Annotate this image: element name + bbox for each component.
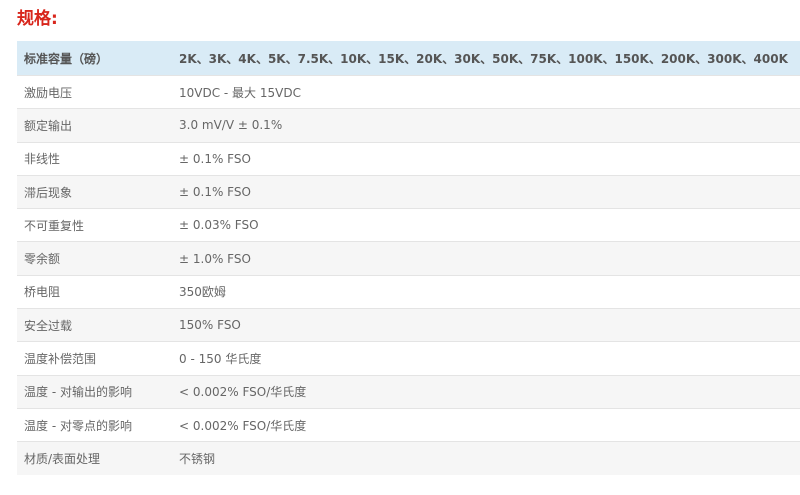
spec-row: 非线性 ± 0.1% FSO [17, 142, 800, 176]
spec-value: ± 0.03% FSO [172, 208, 800, 243]
spec-row: 材质/表面处理 不锈钢 [17, 441, 800, 476]
spec-label: 安全过载 [17, 308, 172, 343]
spec-value: 0 - 150 华氏度 [172, 341, 800, 376]
spec-value: ± 0.1% FSO [172, 142, 800, 176]
spec-label: 温度 - 对输出的影响 [17, 375, 172, 409]
spec-row: 零余额 ± 1.0% FSO [17, 241, 800, 276]
spec-label: 温度 - 对零点的影响 [17, 408, 172, 443]
spec-value: 150% FSO [172, 308, 800, 343]
spec-row: 温度 - 对零点的影响 < 0.002% FSO/华氏度 [17, 408, 800, 443]
spec-header-label: 标准容量（磅） [17, 41, 172, 76]
spec-row: 桥电阻 350欧姆 [17, 275, 800, 310]
spec-row: 激励电压 10VDC - 最大 15VDC [17, 75, 800, 110]
spec-value: 10VDC - 最大 15VDC [172, 75, 800, 110]
spec-title: 规格: [17, 9, 58, 29]
spec-label: 材质/表面处理 [17, 441, 172, 476]
spec-row: 安全过载 150% FSO [17, 308, 800, 343]
spec-value: 350欧姆 [172, 275, 800, 310]
spec-row: 滞后现象 ± 0.1% FSO [17, 175, 800, 210]
spec-row: 不可重复性 ± 0.03% FSO [17, 208, 800, 243]
spec-header-row: 标准容量（磅） 2K、3K、4K、5K、7.5K、10K、15K、20K、30K… [17, 41, 800, 76]
spec-label: 滞后现象 [17, 175, 172, 210]
spec-label: 零余额 [17, 241, 172, 276]
spec-row: 温度补偿范围 0 - 150 华氏度 [17, 341, 800, 376]
spec-label: 非线性 [17, 142, 172, 176]
spec-table: 标准容量（磅） 2K、3K、4K、5K、7.5K、10K、15K、20K、30K… [17, 41, 800, 476]
spec-value: 不锈钢 [172, 441, 800, 476]
spec-value: < 0.002% FSO/华氏度 [172, 375, 800, 409]
spec-label: 不可重复性 [17, 208, 172, 243]
spec-row: 温度 - 对输出的影响 < 0.002% FSO/华氏度 [17, 375, 800, 409]
spec-label: 桥电阻 [17, 275, 172, 310]
spec-label: 激励电压 [17, 75, 172, 110]
spec-label: 温度补偿范围 [17, 341, 172, 376]
spec-value: 3.0 mV/V ± 0.1% [172, 108, 800, 143]
spec-value: ± 0.1% FSO [172, 175, 800, 210]
spec-header-value: 2K、3K、4K、5K、7.5K、10K、15K、20K、30K、50K、75K… [172, 41, 800, 76]
spec-label: 额定输出 [17, 108, 172, 143]
spec-row: 额定输出 3.0 mV/V ± 0.1% [17, 108, 800, 143]
spec-value: < 0.002% FSO/华氏度 [172, 408, 800, 443]
spec-value: ± 1.0% FSO [172, 241, 800, 276]
